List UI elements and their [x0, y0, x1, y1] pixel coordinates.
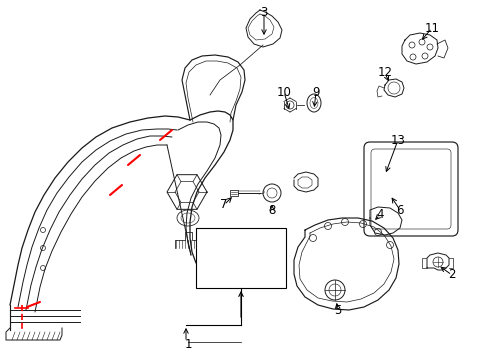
- Text: 11: 11: [424, 22, 439, 35]
- Bar: [196, 228, 285, 288]
- Text: 1: 1: [184, 338, 191, 351]
- Text: 13: 13: [390, 134, 405, 147]
- Text: 3: 3: [260, 5, 267, 18]
- Text: 9: 9: [312, 85, 319, 99]
- Text: 6: 6: [395, 203, 403, 216]
- Text: 2: 2: [447, 269, 455, 282]
- Text: 8: 8: [268, 203, 275, 216]
- Bar: [229, 190, 238, 196]
- Text: 5: 5: [334, 303, 341, 316]
- Text: 4: 4: [375, 208, 383, 221]
- Text: 7: 7: [220, 198, 227, 211]
- Text: 12: 12: [377, 67, 392, 80]
- Text: 10: 10: [276, 85, 291, 99]
